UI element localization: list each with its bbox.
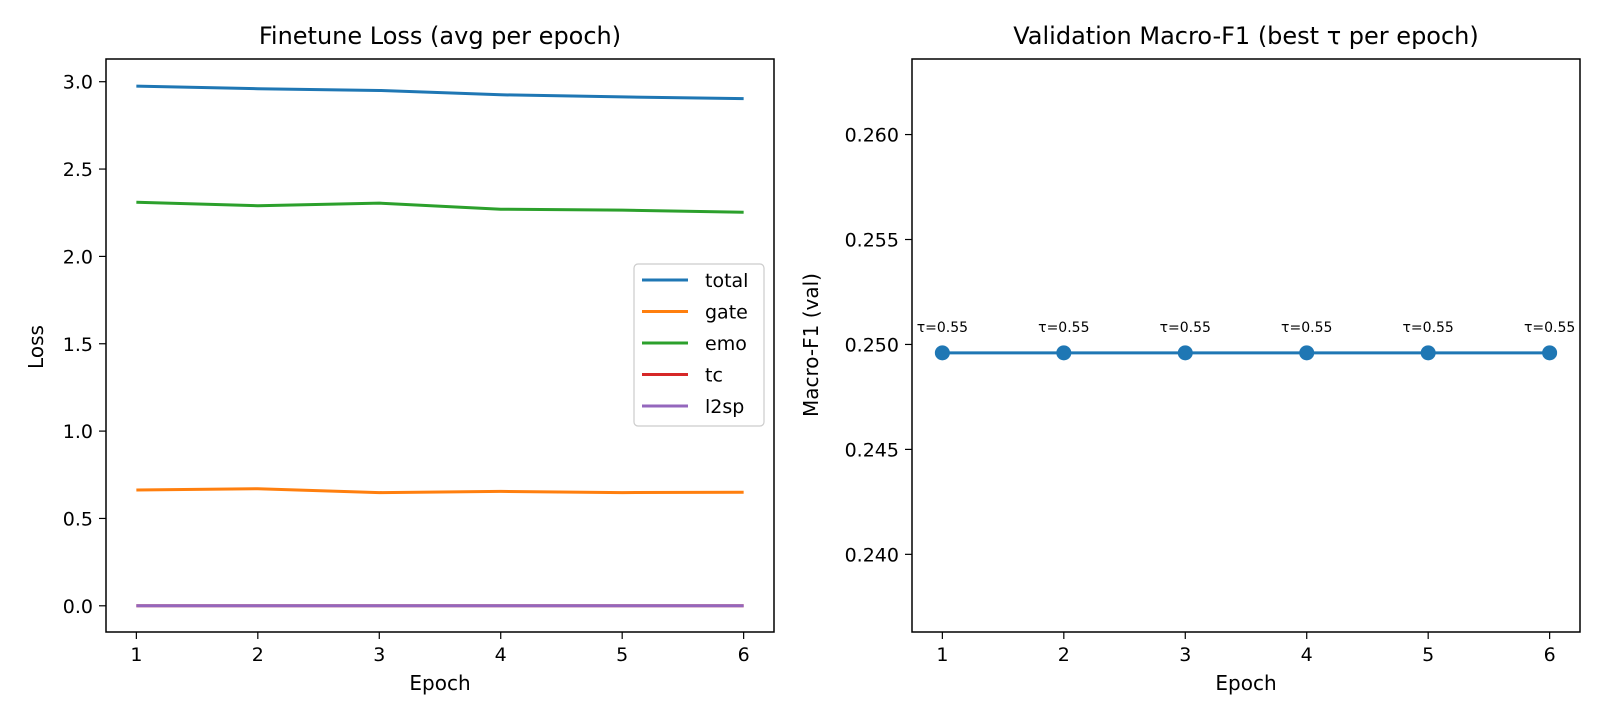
loss-chart: Finetune Loss (avg per epoch) Epoch Loss… — [24, 22, 775, 695]
f1-x-tick-label-3: 3 — [1179, 644, 1191, 666]
f1-y-tick-label-1: 0.245 — [845, 439, 899, 461]
loss-x-tick-label-2: 2 — [252, 644, 264, 666]
f1-series-group: τ=0.55 τ=0.55 τ=0.55 τ=0.55 τ=0.55 τ=0.55 — [917, 320, 1575, 361]
loss-legend-label-total: total — [705, 270, 748, 292]
loss-x-tick-label-4: 4 — [495, 644, 507, 666]
f1-y-tick-label-4: 0.260 — [845, 125, 899, 147]
f1-point-annotation-4: τ=0.55 — [1281, 320, 1332, 336]
loss-chart-title: Finetune Loss (avg per epoch) — [259, 22, 621, 50]
loss-plot-frame — [105, 58, 775, 633]
loss-series-line-total — [136, 84, 744, 101]
f1-x-ticks: 1 2 3 4 5 6 — [936, 632, 1556, 666]
f1-data-point-6 — [1542, 345, 1558, 361]
f1-y-axis-label: Macro-F1 (val) — [799, 273, 823, 417]
loss-legend-label-l2sp: l2sp — [705, 396, 744, 418]
f1-data-point-4 — [1299, 345, 1315, 361]
f1-chart-title: Validation Macro-F1 (best τ per epoch) — [1013, 22, 1479, 50]
f1-plot-frame — [911, 58, 1581, 633]
loss-series-group — [136, 84, 744, 608]
loss-y-tick-label-2: 1.0 — [63, 421, 93, 443]
f1-y-ticks: 0.240 0.245 0.250 0.255 0.260 — [845, 125, 912, 566]
loss-y-tick-label-4: 2.0 — [63, 246, 93, 268]
loss-x-tick-label-6: 6 — [738, 644, 750, 666]
loss-legend: total gate emo tc l2sp — [633, 263, 765, 427]
loss-series-line-gate — [136, 487, 744, 495]
loss-y-tick-label-0: 0.0 — [63, 596, 93, 618]
f1-data-point-1 — [934, 345, 950, 361]
loss-legend-label-emo: emo — [705, 333, 747, 355]
f1-x-axis-label: Epoch — [1215, 671, 1276, 695]
loss-x-axis-label: Epoch — [409, 671, 470, 695]
loss-legend-label-gate: gate — [705, 302, 748, 324]
loss-x-ticks: 1 2 3 4 5 6 — [130, 632, 750, 666]
loss-y-tick-label-5: 2.5 — [63, 159, 93, 181]
f1-point-annotation-5: τ=0.55 — [1403, 320, 1454, 336]
loss-y-tick-label-6: 3.0 — [63, 72, 93, 94]
f1-y-tick-label-0: 0.240 — [845, 544, 899, 566]
loss-legend-label-tc: tc — [705, 365, 723, 387]
loss-y-tick-label-3: 1.5 — [63, 334, 93, 356]
loss-x-tick-label-1: 1 — [130, 644, 142, 666]
loss-x-tick-label-5: 5 — [616, 644, 628, 666]
f1-x-tick-label-6: 6 — [1544, 644, 1556, 666]
f1-point-annotation-1: τ=0.55 — [917, 320, 968, 336]
f1-point-annotation-6: τ=0.55 — [1524, 320, 1575, 336]
f1-data-point-3 — [1177, 345, 1193, 361]
f1-point-annotation-3: τ=0.55 — [1160, 320, 1211, 336]
f1-data-point-5 — [1420, 345, 1436, 361]
loss-series-line-emo — [136, 200, 744, 214]
f1-y-tick-label-2: 0.250 — [845, 334, 899, 356]
f1-point-annotation-2: τ=0.55 — [1038, 320, 1089, 336]
f1-y-tick-label-3: 0.255 — [845, 230, 899, 252]
f1-data-point-2 — [1056, 345, 1072, 361]
loss-legend-box — [633, 263, 765, 427]
loss-y-tick-label-1: 0.5 — [63, 508, 93, 530]
f1-chart: Validation Macro-F1 (best τ per epoch) E… — [799, 22, 1581, 695]
loss-y-ticks: 0.0 0.5 1.0 1.5 2.0 2.5 3.0 — [63, 72, 106, 618]
f1-x-tick-label-2: 2 — [1058, 644, 1070, 666]
f1-x-tick-label-4: 4 — [1301, 644, 1313, 666]
loss-x-tick-label-3: 3 — [373, 644, 385, 666]
f1-x-tick-label-1: 1 — [936, 644, 948, 666]
loss-y-axis-label: Loss — [24, 325, 48, 369]
f1-x-tick-label-5: 5 — [1422, 644, 1434, 666]
